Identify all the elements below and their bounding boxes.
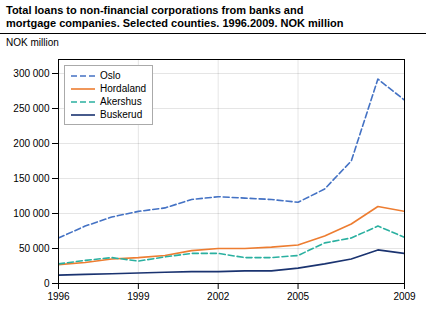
svg-text:200 000: 200 000	[13, 138, 50, 149]
svg-text:2005: 2005	[287, 291, 310, 302]
svg-text:50 000: 50 000	[19, 243, 50, 254]
svg-text:100 000: 100 000	[13, 208, 50, 219]
html-text:Oslo: Oslo	[100, 70, 121, 81]
svg-text:0: 0	[44, 278, 50, 289]
html-text:mortgage companies. Selected c: mortgage companies. Selected counties. 1…	[6, 17, 344, 29]
svg-text:250 000: 250 000	[13, 103, 50, 114]
html-text:Akershus: Akershus	[100, 96, 142, 107]
html-text:Buskerud: Buskerud	[100, 109, 143, 120]
html-text:Hordaland: Hordaland	[100, 83, 147, 94]
html-text:NOK million: NOK million	[6, 37, 59, 48]
svg-text:1996: 1996	[47, 291, 70, 302]
svg-text:2009: 2009	[393, 291, 416, 302]
svg-text:300 000: 300 000	[13, 68, 50, 79]
html-text:Total loans to non-financial c: Total loans to non-financial corporation…	[6, 4, 304, 16]
svg-text:150 000: 150 000	[13, 173, 50, 184]
svg-text:1999: 1999	[127, 291, 150, 302]
svg-text:2002: 2002	[207, 291, 230, 302]
